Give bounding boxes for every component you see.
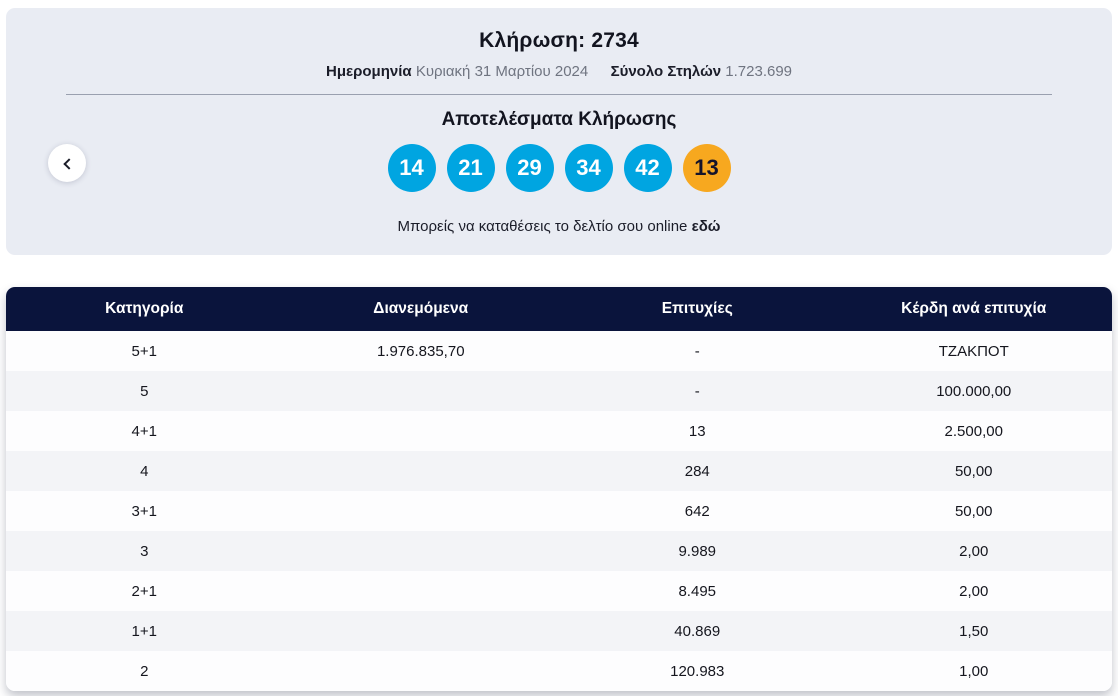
draw-title: Κλήρωση: 2734 — [6, 8, 1112, 53]
cell-winners: 284 — [684, 462, 710, 480]
prize-table: Κατηγορία Διανεμόμενα Επιτυχίες Κέρδη αν… — [6, 287, 1112, 691]
cell-winners: - — [694, 342, 700, 360]
cell-winners: 13 — [688, 422, 706, 440]
draw-results-card: Κλήρωση: 2734 Ημερομηνία Κυριακή 31 Μαρτ… — [6, 8, 1112, 255]
cell-winners: 8.495 — [678, 582, 717, 600]
page: Κλήρωση: 2734 Ημερομηνία Κυριακή 31 Μαρτ… — [0, 8, 1118, 691]
number-ball: 14 — [387, 144, 436, 192]
table-row: 5 - 100.000,00 — [6, 371, 1112, 411]
cell-winners: 9.989 — [678, 542, 717, 560]
cell-prize: 1,00 — [959, 662, 989, 680]
table-row: 4 284 50,00 — [6, 451, 1112, 491]
draw-meta: Ημερομηνία Κυριακή 31 Μαρτίου 2024 Σύνολ… — [6, 63, 1112, 80]
table-row: 4+1 13 2.500,00 — [6, 411, 1112, 451]
cell-winners: 40.869 — [674, 622, 721, 640]
cell-prize: 2,00 — [959, 582, 989, 600]
cell-prize: 50,00 — [954, 462, 993, 480]
prev-draw-button[interactable] — [48, 144, 86, 182]
number-ball: 21 — [446, 144, 495, 192]
column-header-distributed: Διανεμόμενα — [373, 300, 469, 317]
total-columns-label: Σύνολο Στηλών — [610, 63, 722, 80]
table-row: 2+1 8.495 2,00 — [6, 571, 1112, 611]
cell-prize: 1,50 — [959, 622, 989, 640]
cell-category: 3 — [140, 542, 149, 560]
cell-winners: 120.983 — [670, 662, 725, 680]
date-value: Κυριακή 31 Μαρτίου 2024 — [415, 63, 589, 80]
column-header-winners: Επιτυχίες — [661, 300, 733, 317]
cell-category: 5+1 — [131, 342, 157, 360]
cell-category: 2+1 — [131, 582, 157, 600]
table-row: 2 120.983 1,00 — [6, 651, 1112, 691]
cell-prize: 50,00 — [954, 502, 993, 520]
cell-prize: 100.000,00 — [936, 382, 1012, 400]
cell-distributed: 1.976.835,70 — [376, 342, 465, 360]
cell-prize: 2,00 — [959, 542, 989, 560]
table-row: 1+1 40.869 1,50 — [6, 611, 1112, 651]
cell-category: 4 — [140, 462, 149, 480]
cell-category: 2 — [140, 662, 149, 680]
number-ball: 34 — [564, 144, 613, 192]
cell-category: 4+1 — [131, 422, 157, 440]
cell-prize: ΤΖΑΚΠΟΤ — [938, 342, 1009, 360]
winning-numbers: 14 21 29 34 42 13 — [6, 144, 1112, 192]
online-submit-line: Μπορείς να καταθέσεις το δελτίο σου onli… — [6, 218, 1112, 235]
joker-ball: 13 — [682, 144, 731, 192]
date-label: Ημερομηνία — [325, 63, 412, 80]
total-columns-value: 1.723.699 — [725, 63, 793, 80]
draw-number: 2734 — [591, 29, 639, 52]
number-ball: 42 — [623, 144, 672, 192]
divider — [66, 94, 1052, 95]
column-header-prize: Κέρδη ανά επιτυχία — [901, 300, 1047, 317]
draw-title-label: Κλήρωση: — [479, 29, 586, 52]
cell-prize: 2.500,00 — [944, 422, 1003, 440]
chevron-left-icon — [62, 157, 75, 170]
table-row: 5+1 1.976.835,70 - ΤΖΑΚΠΟΤ — [6, 331, 1112, 371]
cell-winners: - — [694, 382, 700, 400]
cell-category: 1+1 — [131, 622, 157, 640]
column-header-category: Κατηγορία — [105, 300, 184, 317]
table-row: 3 9.989 2,00 — [6, 531, 1112, 571]
online-submit-link[interactable]: εδώ — [691, 218, 721, 235]
results-title: Αποτελέσματα Κλήρωσης — [441, 109, 677, 130]
number-ball: 29 — [505, 144, 554, 192]
table-header-row: Κατηγορία Διανεμόμενα Επιτυχίες Κέρδη αν… — [6, 287, 1112, 331]
cell-category: 5 — [140, 382, 149, 400]
table-row: 3+1 642 50,00 — [6, 491, 1112, 531]
online-submit-text: Μπορείς να καταθέσεις το δελτίο σου onli… — [397, 218, 688, 235]
cell-category: 3+1 — [131, 502, 157, 520]
cell-winners: 642 — [684, 502, 710, 520]
